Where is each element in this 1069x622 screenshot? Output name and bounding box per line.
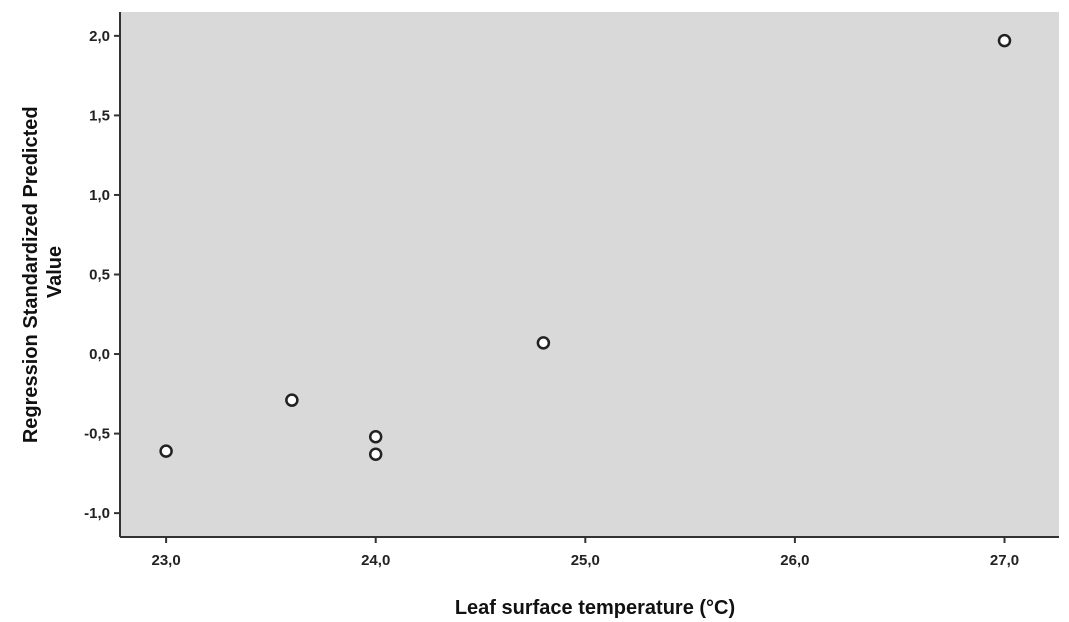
data-point xyxy=(368,430,383,444)
x-tick-label: 26,0 xyxy=(780,552,809,569)
x-axis-title: Leaf surface temperature (°C) xyxy=(455,597,735,619)
y-axis-title: Regression Standardized Predicted Value xyxy=(20,101,66,443)
y-axis-title-line-1: Regression Standardized Predicted xyxy=(20,106,42,443)
plot-background xyxy=(120,12,1059,537)
data-point xyxy=(997,33,1012,48)
data-point xyxy=(368,447,383,462)
x-tick-label: 24,0 xyxy=(361,552,390,569)
data-point xyxy=(159,444,173,458)
y-tick-label: 0,5 xyxy=(89,267,110,284)
y-tick-label: 1,5 xyxy=(89,107,110,124)
x-tick-label: 27,0 xyxy=(990,552,1019,569)
data-point xyxy=(285,393,299,407)
y-tick-label: -1,0 xyxy=(84,505,110,522)
y-tick-label: -0,5 xyxy=(84,426,110,443)
data-points xyxy=(159,33,1012,462)
x-tick-label: 25,0 xyxy=(571,552,600,569)
y-axis-title-line-2: Value xyxy=(44,246,66,298)
y-tick-label: 0,0 xyxy=(89,346,110,363)
axis-ticks: -1,0 -0,5 0,0 0,5 1,0 1,5 2,0 23,0 24,0 25,0 26,0 2… xyxy=(84,28,1019,569)
y-tick-label: 1,0 xyxy=(89,187,110,204)
y-tick-label: 2,0 xyxy=(89,28,110,45)
data-point xyxy=(536,336,551,350)
x-tick-label: 23,0 xyxy=(152,552,181,569)
